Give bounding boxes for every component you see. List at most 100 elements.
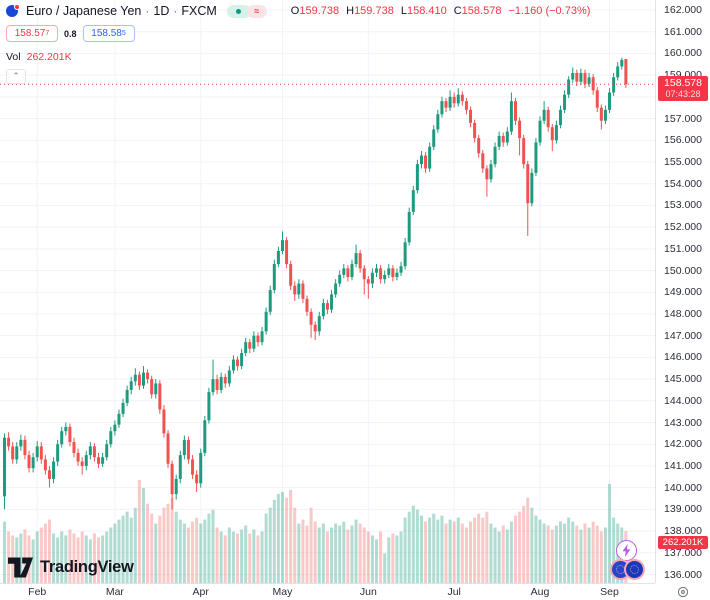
candlestick [244,342,248,354]
price-scale-settings-button[interactable] [655,583,710,600]
time-tick-label: Mar [105,586,124,598]
market-status-pills[interactable]: ≈ [226,4,267,18]
open-label: O [290,5,300,17]
volume-bar [424,521,428,583]
currency-pair-coins-icon [610,558,648,582]
price-tick-label: 138.000 [664,525,702,538]
candlestick [280,240,284,251]
candlestick [125,389,129,403]
candlestick [248,342,252,349]
candlestick [608,92,612,110]
candlestick [15,446,19,460]
candlestick [236,359,240,367]
volume-bar [342,521,346,583]
tradingview-logo[interactable]: TradingView [8,557,134,578]
interval-label[interactable]: 1D [153,4,170,18]
candlestick [358,253,362,269]
candlestick [436,114,440,130]
volume-bar [481,517,485,583]
volume-bar [113,523,117,583]
price-tick-label: 162.000 [664,4,702,16]
candlestick [522,138,526,165]
candlestick [460,94,464,102]
instant-order-button[interactable] [616,540,637,561]
exchange-label[interactable]: FXCM [181,4,217,18]
volume-bar [485,511,489,583]
candlestick [440,101,444,115]
volume-bar [252,529,256,583]
buy-ask-button[interactable]: 158.58 5 [82,25,135,42]
sell-bid-button[interactable]: 158.57 7 [6,25,58,42]
candlestick [52,461,56,479]
volume-bar [338,525,342,583]
symbol-title[interactable]: Euro / Japanese Yen [26,4,142,18]
volume-bar [522,505,526,583]
time-tick-label: May [272,586,293,598]
candlestick [366,279,370,284]
candlestick [129,381,133,390]
open-value: 159.738 [299,5,340,17]
candlestick [227,370,231,384]
price-tick-label: 144.000 [664,394,702,407]
volume-bar [219,531,223,583]
time-axis[interactable]: Feb Mar Apr May Jun Jul Aug Sep [0,583,655,600]
candlestick [162,409,166,434]
volume-bar [419,515,423,583]
candlestick [252,335,256,349]
price-tick-label: 161.000 [664,25,702,38]
candlestick [113,424,117,432]
price-tick-label: 143.000 [664,416,702,429]
candlestick [182,439,186,456]
volume-bar [579,529,583,583]
candlestick [591,77,595,91]
volume-bar [97,537,101,583]
volume-bar [514,515,517,583]
volume-bar [383,553,387,583]
close-value: 158.578 [461,5,502,17]
volume-bar [272,499,276,583]
volume-bar [268,507,272,583]
volume-bar [39,527,43,583]
volume-bar [227,527,231,583]
volume-bar [411,505,415,583]
volume-bar [546,525,550,583]
candlestick [97,457,101,464]
candlestick [211,379,215,393]
price-tick-label: 137.000 [664,546,702,559]
time-tick-label: Jun [359,586,377,598]
candlestick [166,433,170,464]
lightning-bolt-icon [622,544,631,557]
collapse-legend-button[interactable]: ⌃ [6,69,26,84]
volume-bar [407,511,411,583]
candlestick [31,457,35,469]
candlestick [35,446,39,458]
candlestick [563,94,567,110]
price-axis[interactable]: 158.578 07:43:28 262.201K 162.000 161.000… [655,0,710,583]
volume-bar [121,515,125,583]
volume-bar [72,533,76,583]
volume-bar [223,535,227,583]
volume-bar [563,523,567,583]
volume-bar [550,529,554,583]
volume-bar [575,525,579,583]
volume-bar [150,513,154,583]
volume-bar [428,517,432,583]
volume-bar [244,525,248,583]
volume-bar [608,483,612,583]
volume-bar [60,531,64,583]
price-tick-label: 152.000 [664,221,702,234]
last-price-value: 158.578 [664,77,702,89]
delayed-data-approx-icon[interactable]: ≈ [246,4,267,18]
candlestick [105,444,109,458]
volume-bar [595,525,599,583]
volume-bar [387,537,391,583]
candlestick [272,264,276,291]
volume-bar [256,535,260,583]
candlestick [219,376,223,390]
volume-bar [583,523,587,583]
price-tick-label: 139.000 [664,503,702,516]
market-open-dot-icon[interactable] [226,4,251,18]
candlestick [509,101,513,132]
